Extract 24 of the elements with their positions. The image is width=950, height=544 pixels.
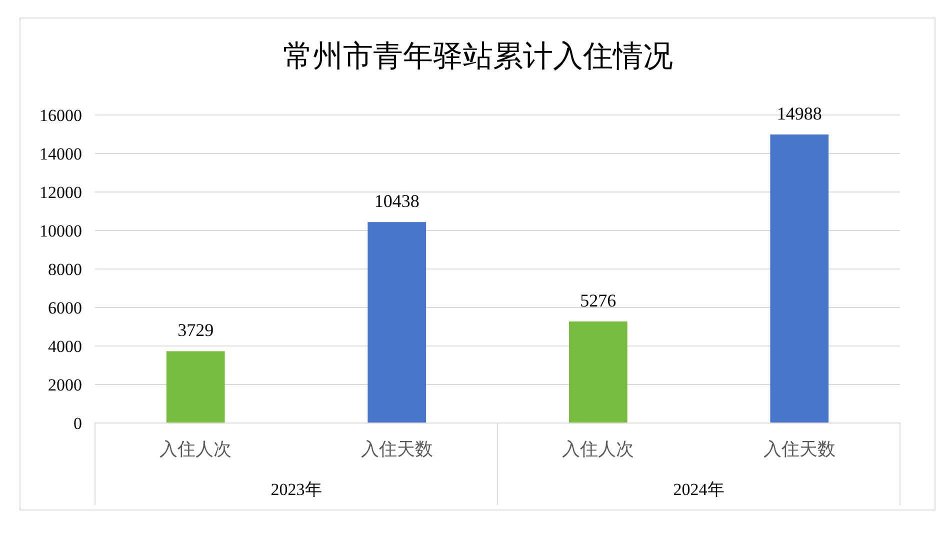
bar <box>166 351 225 423</box>
chart-title: 常州市青年驿站累计入住情况 <box>283 40 673 73</box>
y-tick-label: 14000 <box>40 144 82 164</box>
y-tick-label: 0 <box>74 414 82 433</box>
x-tick-label: 入住人次 <box>160 439 232 459</box>
x-tick-label: 入住天数 <box>360 439 433 459</box>
data-label: 10438 <box>374 191 420 212</box>
text: 2023年 <box>270 480 322 499</box>
y-tick-label: 6000 <box>48 298 82 318</box>
y-tick-label: 4000 <box>48 337 82 356</box>
x-tick-label: 入住天数 <box>763 439 836 459</box>
data-label: 5276 <box>580 290 616 310</box>
y-tick-label: 8000 <box>48 260 82 279</box>
bar <box>568 321 628 423</box>
bar <box>770 134 829 423</box>
y-tick-label: 12000 <box>40 183 82 202</box>
y-tick-label: 10000 <box>40 222 82 240</box>
y-tick-label: 16000 <box>40 106 82 125</box>
data-label: 14988 <box>776 103 822 124</box>
x-tick-label: 入住人次 <box>562 439 634 459</box>
data-label: 3729 <box>178 320 214 340</box>
bar <box>368 222 426 423</box>
y-tick-label: 2000 <box>48 376 82 394</box>
text: 2024年 <box>673 480 724 499</box>
